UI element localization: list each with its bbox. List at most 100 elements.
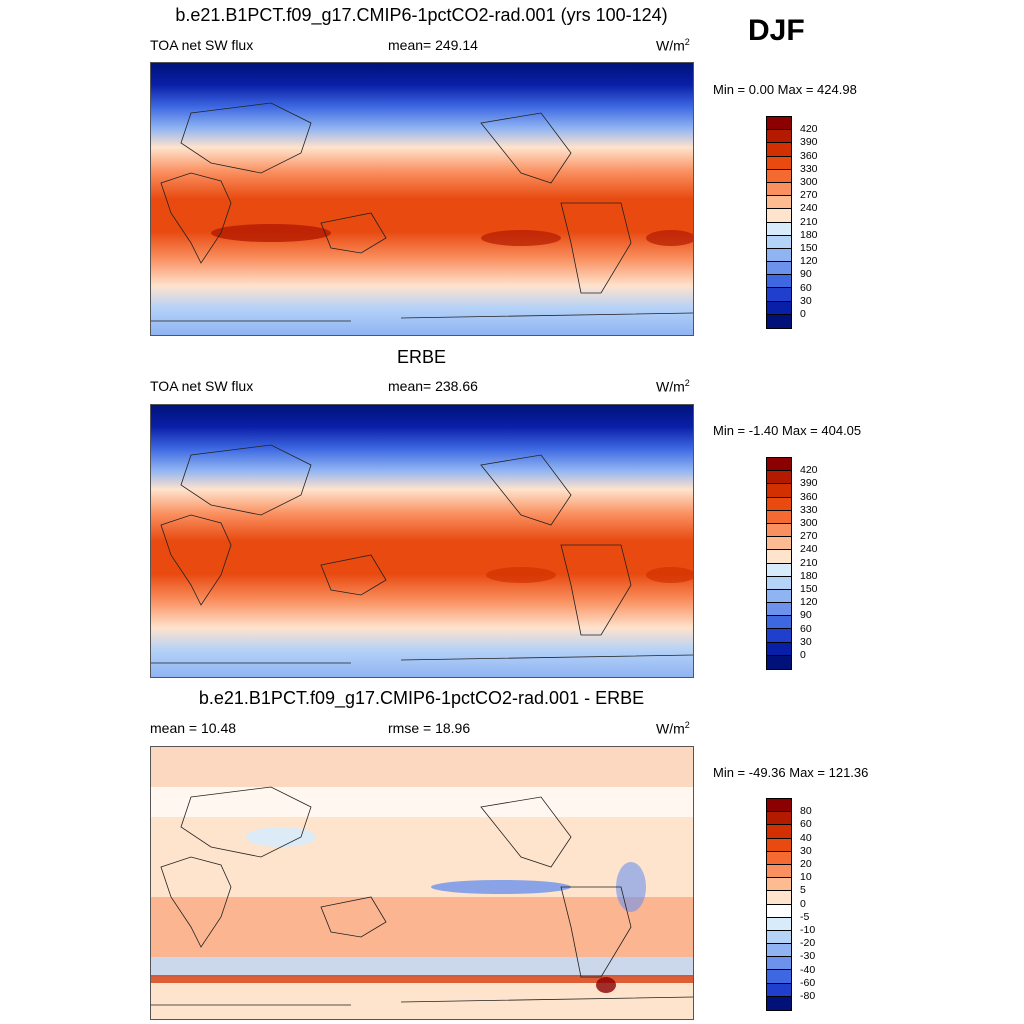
colorbar-tick-label: 240 xyxy=(800,543,818,556)
colorbar-tick-label: 210 xyxy=(800,215,818,228)
colorbar-tick-label: 5 xyxy=(800,884,806,897)
colorbar-swatch xyxy=(767,523,791,538)
colorbar-tick-label: 40 xyxy=(800,831,812,844)
colorbar-tick-label: 80 xyxy=(800,805,812,818)
colorbar-swatch xyxy=(767,576,791,590)
colorbar-tick-label: 330 xyxy=(800,503,818,516)
colorbar-tick-label: 90 xyxy=(800,268,812,281)
colorbar-swatch xyxy=(767,314,791,328)
colorbar-swatch xyxy=(767,510,791,524)
colorbar-swatch xyxy=(767,182,791,197)
colorbar-swatch xyxy=(767,878,791,892)
panel-3-units: W/m2 xyxy=(656,720,690,737)
colorbar-swatch xyxy=(767,629,791,643)
panel-1-map xyxy=(150,62,694,336)
colorbar-swatch xyxy=(767,248,791,263)
colorbar-swatch xyxy=(767,603,791,617)
colorbar-swatch xyxy=(767,983,791,997)
colorbar-tick-label: 390 xyxy=(800,136,818,149)
colorbar-swatch xyxy=(767,143,791,157)
colorbar-tick-label: 30 xyxy=(800,844,812,857)
panel-3-colorbar xyxy=(766,798,792,1011)
coastlines xyxy=(151,102,693,322)
colorbar-tick-label: 10 xyxy=(800,871,812,884)
colorbar-tick-label: 60 xyxy=(800,281,812,294)
colorbar-swatch xyxy=(767,944,791,958)
colorbar-tick-label: 0 xyxy=(800,308,806,320)
panel-2-variable-label: TOA net SW flux xyxy=(150,378,254,394)
colorbar-tick-label: 360 xyxy=(800,149,818,162)
colorbar-tick-label: 180 xyxy=(800,228,818,241)
colorbar-tick-label: 360 xyxy=(800,490,818,503)
colorbar-swatch xyxy=(767,655,791,669)
colorbar-tick-label: -5 xyxy=(800,910,810,923)
colorbar-swatch xyxy=(767,917,791,931)
colorbar-swatch xyxy=(767,196,791,210)
colorbar-tick-label: 330 xyxy=(800,162,818,175)
colorbar-tick-label: 420 xyxy=(800,464,818,477)
colorbar-tick-label: 20 xyxy=(800,858,812,870)
colorbar-swatch xyxy=(767,930,791,945)
colorbar-swatch xyxy=(767,130,791,144)
colorbar-swatch xyxy=(767,957,791,971)
colorbar-swatch xyxy=(767,864,791,879)
colorbar-swatch xyxy=(767,904,791,918)
colorbar-tick-label: -80 xyxy=(800,990,816,1002)
panel-3-map xyxy=(150,746,694,1020)
colorbar-tick-label: -60 xyxy=(800,976,816,989)
colorbar-swatch xyxy=(767,799,791,813)
panel-2-colorbar xyxy=(766,457,792,670)
panel-3-mean-label: mean = 10.48 xyxy=(150,720,237,736)
colorbar-swatch xyxy=(767,812,791,826)
colorbar-tick-label: 150 xyxy=(800,242,818,254)
colorbar-swatch xyxy=(767,825,791,839)
colorbar-tick-label: -30 xyxy=(800,950,816,963)
colorbar-swatch xyxy=(767,235,791,249)
colorbar-tick-label: -40 xyxy=(800,963,816,976)
colorbar-swatch xyxy=(767,301,791,315)
colorbar-tick-label: 150 xyxy=(800,583,818,595)
coastlines xyxy=(151,786,693,1006)
colorbar-swatch xyxy=(767,589,791,604)
panel-2-mean-label: mean= 238.66 xyxy=(388,378,478,394)
colorbar-swatch xyxy=(767,838,791,852)
colorbar-tick-label: 0 xyxy=(800,649,806,661)
colorbar-tick-label: 120 xyxy=(800,596,818,609)
colorbar-tick-label: 210 xyxy=(800,556,818,569)
colorbar-tick-label: 270 xyxy=(800,189,818,202)
colorbar-tick-label: 300 xyxy=(800,176,818,188)
colorbar-swatch xyxy=(767,563,791,577)
colorbar-swatch xyxy=(767,156,791,170)
colorbar-swatch xyxy=(767,458,791,472)
panel-1-units: W/m2 xyxy=(656,37,690,54)
colorbar-tick-label: 30 xyxy=(800,294,812,307)
season-label: DJF xyxy=(748,14,805,47)
colorbar-tick-label: 390 xyxy=(800,477,818,490)
colorbar-swatch xyxy=(767,471,791,485)
panel-1-colorbar xyxy=(766,116,792,329)
colorbar-tick-label: 60 xyxy=(800,622,812,635)
colorbar-swatch xyxy=(767,497,791,511)
colorbar-swatch xyxy=(767,970,791,984)
panel-1-mean-label: mean= 249.14 xyxy=(388,37,478,53)
colorbar-swatch xyxy=(767,209,791,223)
colorbar-swatch xyxy=(767,117,791,131)
colorbar-swatch xyxy=(767,484,791,498)
coastlines xyxy=(151,444,693,664)
panel-1-variable-label: TOA net SW flux xyxy=(150,37,254,53)
colorbar-swatch xyxy=(767,616,791,630)
panel-2-minmax: Min = -1.40 Max = 404.05 xyxy=(713,423,862,438)
colorbar-tick-label: 60 xyxy=(800,818,812,831)
colorbar-swatch xyxy=(767,222,791,236)
panel-1-title: b.e21.B1PCT.f09_g17.CMIP6-1pctCO2-rad.00… xyxy=(175,5,668,25)
colorbar-swatch xyxy=(767,275,791,289)
colorbar-swatch xyxy=(767,262,791,276)
colorbar-tick-label: -10 xyxy=(800,924,816,936)
colorbar-swatch xyxy=(767,169,791,183)
colorbar-tick-label: 420 xyxy=(800,123,818,136)
panel-2-title: ERBE xyxy=(396,347,447,367)
panel-3-minmax: Min = -49.36 Max = 121.36 xyxy=(713,765,869,780)
panel-3-rmse-label: rmse = 18.96 xyxy=(388,720,471,736)
colorbar-swatch xyxy=(767,642,791,656)
panel-3-title: b.e21.B1PCT.f09_g17.CMIP6-1pctCO2-rad.00… xyxy=(198,688,645,708)
